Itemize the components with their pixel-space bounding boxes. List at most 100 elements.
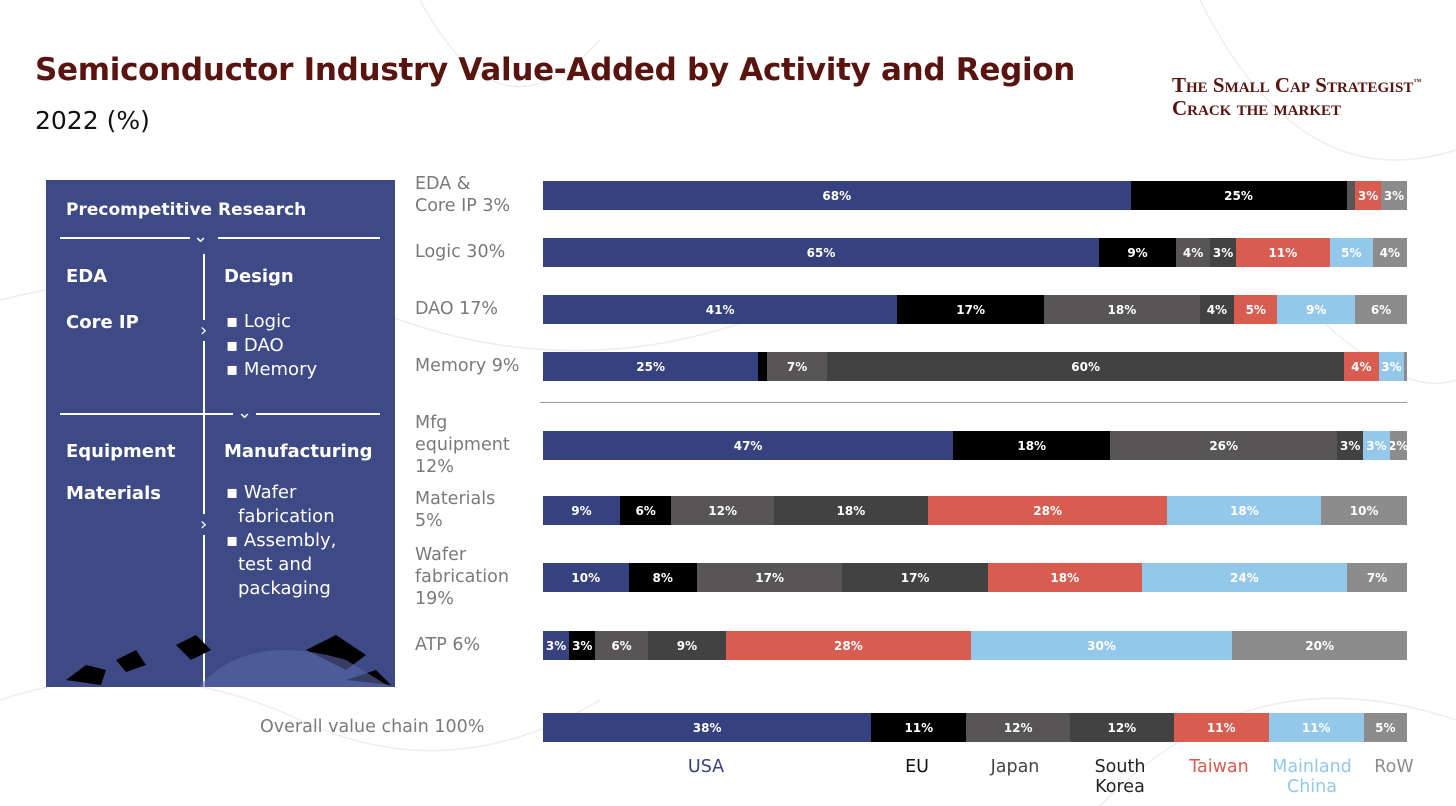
bar-segment-mainland-china: 30% — [970, 631, 1233, 660]
value-chain-panel: Precompetitive Research ⌄ EDA Core IP De… — [46, 180, 395, 687]
bar-segment-mainland-china: 3% — [1378, 352, 1405, 381]
data-label: 8% — [652, 570, 673, 585]
bar-segment-mainland-china: 11% — [1268, 713, 1364, 742]
bar-segment-row: 7% — [1347, 563, 1407, 592]
bar-segment-taiwan: 11% — [1173, 713, 1269, 742]
section-divider — [540, 402, 1407, 403]
bar-segment-south-korea: 12% — [1070, 713, 1174, 742]
bar-segment-japan: 18% — [1044, 295, 1200, 324]
data-label: 3% — [1381, 359, 1402, 374]
legend-item: Japan — [990, 757, 1040, 777]
data-label: 18% — [1017, 438, 1047, 453]
row-label: Wafer fabrication 19% — [415, 545, 509, 609]
bar-segment-south-korea: 4% — [1199, 295, 1235, 324]
data-label: 4% — [1379, 245, 1401, 260]
data-label: 3% — [1340, 438, 1361, 453]
chevron-down-icon: ⌄ — [233, 402, 257, 423]
mfg-item: ▪ Assembly, — [226, 530, 337, 551]
data-label: 5% — [1245, 302, 1266, 317]
divider — [60, 413, 380, 415]
data-label: 41% — [705, 302, 735, 317]
data-label: 18% — [1230, 503, 1259, 518]
bar-segment-usa: 25% — [543, 352, 759, 381]
data-label: 25% — [636, 359, 666, 374]
bar-segment-row — [1404, 352, 1407, 381]
row-label: Overall value chain 100% — [260, 717, 485, 737]
bar-segment-taiwan: 28% — [726, 631, 971, 660]
bar-segment-eu: 8% — [628, 563, 697, 592]
data-label: 17% — [755, 570, 785, 585]
bar-row: 68% 25% 3% 3% — [543, 181, 1407, 210]
bar-segment-mainland-china: 18% — [1167, 496, 1322, 525]
mfg-item: test and — [238, 554, 313, 575]
trademark: ™ — [1413, 77, 1422, 86]
bar-segment-eu: 6% — [619, 496, 672, 525]
bar-segment-taiwan: 28% — [927, 496, 1168, 525]
data-label: 3% — [545, 638, 567, 653]
data-label: 26% — [1209, 438, 1239, 453]
data-label: 18% — [1050, 570, 1080, 585]
bar-segment-japan: 17% — [696, 563, 843, 592]
data-label: 24% — [1230, 570, 1259, 585]
data-label: 17% — [900, 570, 930, 585]
chevron-down-icon: ⌄ — [193, 226, 209, 247]
bar-row: 3% 3% 6% 9% 28% 30% 20% — [543, 631, 1407, 660]
chevron-right-icon: › — [200, 514, 208, 535]
legend-item: Taiwan — [1189, 757, 1249, 777]
data-label: 12% — [1003, 720, 1033, 735]
bar-segment-usa: 68% — [543, 181, 1131, 210]
data-label: 10% — [1349, 503, 1379, 518]
design-items: ▪ Logic ▪ DAO ▪ Memory — [226, 310, 317, 382]
bar-segment-row: 20% — [1232, 631, 1407, 660]
data-label: 6% — [635, 503, 656, 518]
data-label: 4% — [1351, 359, 1372, 374]
bar-segment-taiwan: 4% — [1344, 352, 1379, 381]
row-label: EDA & Core IP 3% — [415, 174, 511, 216]
chevron-right-icon: › — [200, 320, 208, 341]
data-label: 6% — [1370, 302, 1392, 317]
manufacturing-items: ▪ Wafer fabrication ▪ Assembly, test and… — [226, 481, 336, 601]
bar-segment-row: 10% — [1321, 496, 1407, 525]
bar-segment-usa: 9% — [543, 496, 620, 525]
chart-subtitle: 2022 (%) — [35, 106, 150, 135]
bar-segment-usa: 47% — [543, 431, 954, 460]
bar-row: 38% 11% 12% 12% 11% 11% 5% — [543, 713, 1407, 742]
bar-segment-row: 5% — [1363, 713, 1407, 742]
vertical-divider — [203, 254, 205, 687]
row-label: Logic 30% — [415, 242, 506, 262]
data-label: 11% — [904, 720, 934, 735]
bar-segment-taiwan: 18% — [987, 563, 1142, 592]
data-label: 30% — [1087, 638, 1116, 653]
bar-segment-usa: 3% — [543, 631, 570, 660]
legend-item: EU — [905, 757, 929, 777]
bar-segment-mainland-china: 9% — [1277, 295, 1356, 324]
logo-line-1: The Small Cap Strategist — [1172, 73, 1414, 97]
row-label: ATP 6% — [415, 635, 481, 655]
data-label: 65% — [806, 245, 836, 260]
label-eda: EDA — [66, 266, 108, 287]
data-label: 60% — [1071, 359, 1101, 374]
legend-item: USA — [687, 757, 725, 777]
row-label: Mfg equipment 12% — [415, 413, 510, 477]
bar-segment-south-korea: 9% — [647, 631, 727, 660]
label-design: Design — [224, 266, 294, 287]
data-label: 28% — [1033, 503, 1063, 518]
data-label: 3% — [1357, 188, 1379, 203]
data-label: 5% — [1341, 245, 1362, 260]
bar-segment-usa: 65% — [543, 238, 1100, 267]
bar-segment-usa: 10% — [543, 563, 629, 592]
data-label: 3% — [1212, 245, 1234, 260]
bar-segment-eu — [758, 352, 767, 381]
bar-segment-south-korea: 18% — [773, 496, 928, 525]
data-label: 3% — [1366, 438, 1387, 453]
data-label: 20% — [1305, 638, 1335, 653]
data-label: 12% — [1107, 720, 1137, 735]
data-label: 28% — [834, 638, 863, 653]
bar-segment-row: 4% — [1372, 238, 1407, 267]
bar-segment-japan: 26% — [1110, 431, 1338, 460]
bar-segment-south-korea: 3% — [1210, 238, 1236, 267]
bar-segment-japan: 7% — [766, 352, 828, 381]
data-label: 5% — [1375, 720, 1396, 735]
data-label: 38% — [692, 720, 722, 735]
legend-item: South Korea — [1094, 757, 1146, 797]
